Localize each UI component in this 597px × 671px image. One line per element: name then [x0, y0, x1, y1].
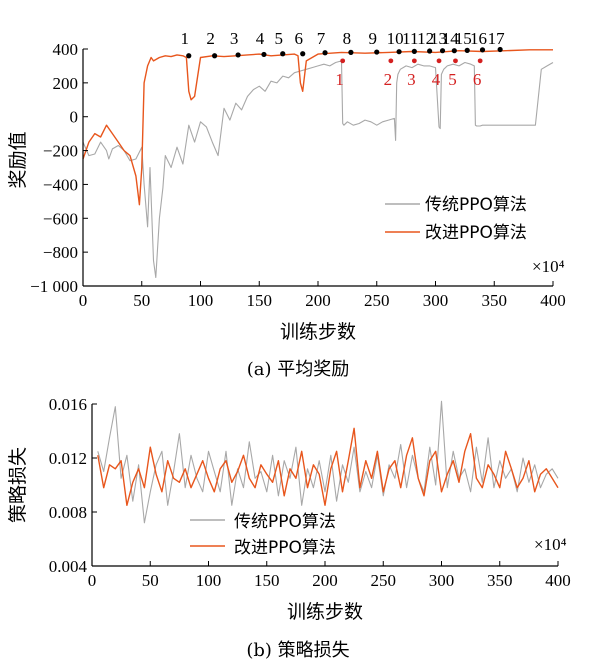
milestone-label-black: 17 — [488, 29, 506, 48]
x-tick-label-b: 150 — [254, 571, 280, 590]
milestone-marker-red — [388, 58, 394, 64]
x-tick-label: 200 — [305, 291, 331, 310]
y-tick-label-b: 0.008 — [49, 503, 87, 522]
milestone-label-red: 1 — [335, 70, 344, 89]
legend-label-traditional: 传统PPO算法 — [425, 195, 527, 215]
milestone-label-black: 4 — [256, 29, 265, 48]
milestone-label-red: 3 — [407, 70, 416, 89]
x-tick-label: 300 — [423, 291, 449, 310]
milestone-label-black: 3 — [230, 29, 239, 48]
x-tick-label: 100 — [188, 291, 214, 310]
milestone-marker-black — [464, 47, 470, 53]
y-tick-label-b: 0.004 — [49, 557, 88, 576]
milestone-marker-black — [396, 49, 402, 55]
milestone-marker-black — [261, 51, 267, 58]
x-multiplier-label: ×10⁴ — [532, 257, 565, 276]
x-tick-label: 400 — [540, 291, 566, 310]
x-tick-label-b: 100 — [196, 571, 222, 590]
milestone-label-black: 12 — [417, 29, 434, 48]
series-line-traditional-b — [97, 400, 559, 524]
milestone-label-black: 16 — [470, 29, 487, 48]
milestone-label-black: 10 — [387, 29, 404, 48]
milestone-label-red: 4 — [432, 70, 441, 89]
milestone-label-red: 6 — [473, 70, 482, 89]
milestone-marker-red — [453, 58, 458, 64]
x-multiplier-label-b: ×10⁴ — [534, 535, 567, 554]
milestone-marker-black — [374, 49, 380, 55]
milestone-label-black: 2 — [206, 29, 215, 48]
milestone-label-black: 11 — [402, 29, 418, 48]
y-tick-label: −800 — [43, 243, 78, 262]
legend-b: 传统PPO算法 改进PPO算法 — [190, 512, 336, 558]
x-tick-label: 350 — [482, 291, 508, 310]
y-tick-label-b: 0.012 — [49, 449, 87, 468]
x-tick-label-b: 300 — [429, 571, 455, 590]
milestone-marker-black — [186, 53, 192, 59]
chart-b: 0 50 100 150 200 250 300 350 400 0.004 0.008 0.012 0… — [7, 395, 571, 661]
milestone-marker-black — [235, 52, 241, 58]
milestone-marker-black — [348, 49, 354, 55]
milestone-label-black: 13 — [430, 29, 447, 48]
milestone-label-black: 7 — [317, 29, 326, 48]
milestone-label-red: 2 — [384, 70, 393, 89]
caption-a: (a) 平均奖励 — [247, 359, 350, 380]
milestone-label-black: 9 — [369, 29, 378, 48]
milestone-marker-red — [340, 58, 346, 64]
milestone-marker-black — [427, 48, 433, 54]
milestone-label-black: 5 — [275, 29, 284, 48]
milestone-marker-red — [477, 58, 483, 64]
milestone-label-red: 5 — [448, 70, 457, 89]
y-tick-label: 400 — [53, 40, 79, 59]
y-tick-label: 0 — [70, 108, 79, 127]
milestone-marker-black — [479, 47, 486, 53]
x-tick-label-b: 200 — [312, 571, 338, 590]
milestone-marker-black — [280, 51, 286, 57]
x-tick-label-b: 350 — [487, 571, 513, 590]
x-tick-label: 0 — [79, 291, 88, 310]
legend-label-improved-b: 改进PPO算法 — [234, 538, 336, 558]
y-tick-label-b: 0.016 — [49, 395, 87, 414]
milestone-marker-red — [436, 58, 442, 64]
y-tick-label: −1 000 — [30, 277, 78, 296]
milestone-marker-black — [212, 53, 218, 59]
y-tick-label: −400 — [43, 175, 78, 194]
y-tick-label: −200 — [43, 142, 78, 161]
x-axis-label: 训练步数 — [280, 321, 356, 343]
milestone-marker-black — [439, 48, 446, 54]
caption-b: (b) 策略损失 — [246, 640, 349, 661]
milestone-marker-black — [300, 51, 306, 57]
legend-label-improved: 改进PPO算法 — [425, 223, 527, 243]
milestone-label-black: 8 — [343, 29, 352, 48]
series-line-improved — [82, 49, 553, 206]
x-tick-label-b: 50 — [142, 571, 159, 590]
milestone-label-black: 14 — [442, 29, 460, 48]
milestone-marker-black — [411, 48, 417, 54]
x-tick-label: 50 — [133, 291, 150, 310]
x-tick-label: 150 — [247, 291, 273, 310]
x-tick-label-b: 250 — [371, 571, 397, 590]
milestone-label-black: 15 — [455, 29, 472, 48]
milestone-label-black: 6 — [294, 29, 303, 48]
series-line-traditional — [82, 60, 554, 279]
milestone-marker-black — [497, 46, 503, 53]
x-tick-label-b: 0 — [88, 571, 97, 590]
y-axis-label-b: 策略损失 — [7, 447, 29, 523]
y-axis-label: 奖励值 — [7, 131, 29, 188]
x-tick-label: 250 — [364, 291, 390, 310]
legend-a: 传统PPO算法 改进PPO算法 — [385, 195, 527, 243]
legend-label-traditional-b: 传统PPO算法 — [234, 512, 336, 532]
milestone-marker-red — [411, 58, 417, 64]
milestone-marker-black — [451, 48, 457, 54]
milestone-label-black: 1 — [181, 29, 190, 48]
series-line-improved-b — [97, 427, 559, 506]
x-axis-label-b: 训练步数 — [287, 601, 363, 623]
x-tick-label-b: 400 — [545, 571, 571, 590]
milestone-marker-black — [322, 50, 328, 56]
y-tick-label: −600 — [43, 209, 78, 228]
y-tick-label: 200 — [53, 74, 79, 93]
